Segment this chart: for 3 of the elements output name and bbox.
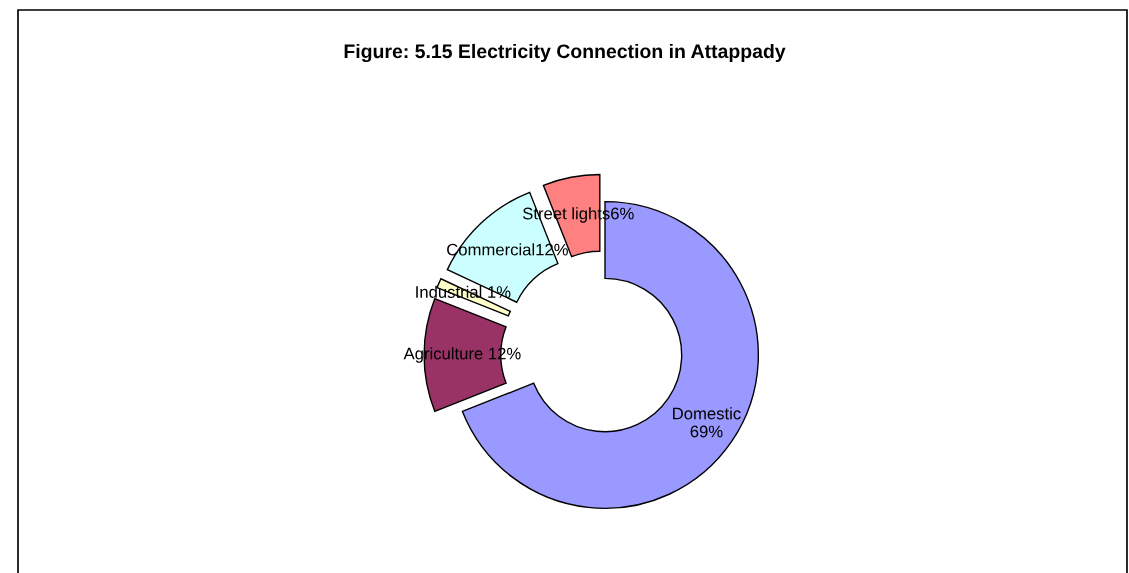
chart-title: Figure: 5.15 Electricity Connection in Attappady [344, 43, 786, 63]
data-label: 69% [690, 425, 723, 438]
slice-label: Domestic [673, 407, 741, 420]
